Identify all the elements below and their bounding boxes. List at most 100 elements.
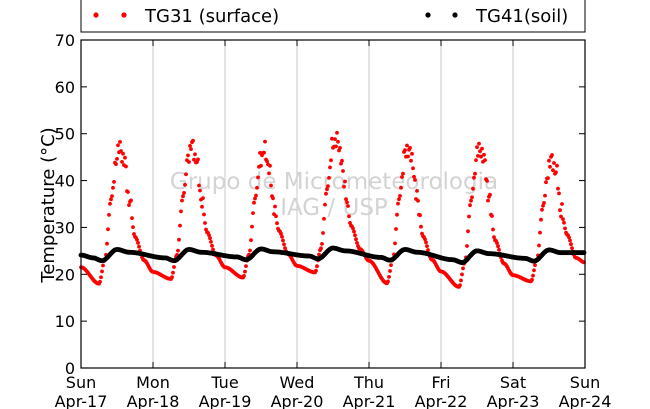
data-point: [551, 168, 555, 173]
data-point: [353, 233, 357, 238]
data-point: [265, 159, 269, 164]
data-point: [172, 265, 176, 269]
data-point: [555, 163, 559, 168]
data-point: [177, 237, 181, 242]
plot-frame: [81, 40, 585, 368]
data-point: [184, 172, 188, 177]
data-point: [424, 240, 428, 245]
data-point: [342, 184, 346, 189]
data-point: [256, 175, 260, 180]
data-point: [471, 186, 475, 191]
data-point: [568, 238, 572, 243]
data-point: [406, 154, 410, 159]
x-tick-label-day: Sun: [570, 373, 600, 392]
data-point: [567, 235, 571, 240]
data-point: [470, 195, 474, 200]
y-axis-title: Temperature (°C): [38, 127, 59, 283]
data-point: [99, 275, 103, 280]
data-point: [550, 153, 554, 157]
data-point: [479, 154, 483, 159]
data-point: [317, 252, 321, 257]
data-point: [329, 158, 333, 163]
x-tick-label-date: Apr-24: [559, 392, 612, 409]
data-point: [413, 178, 417, 182]
x-tick-label-date: Apr-18: [127, 392, 180, 409]
data-point: [208, 236, 212, 241]
data-point: [415, 189, 419, 193]
x-tick-label-date: Apr-19: [199, 392, 252, 409]
data-point: [425, 244, 429, 249]
data-point: [136, 241, 140, 245]
data-point: [570, 246, 574, 251]
y-tick-label: 60: [55, 78, 75, 97]
data-point: [483, 158, 487, 163]
x-tick-label-date: Apr-21: [343, 392, 396, 409]
data-point: [352, 229, 356, 234]
data-point: [181, 194, 185, 199]
data-point: [399, 185, 403, 190]
data-point: [283, 246, 287, 251]
data-point: [330, 136, 334, 141]
x-tick-label-day: Sun: [66, 373, 96, 392]
data-point: [250, 224, 254, 229]
data-point: [105, 241, 109, 246]
data-point: [563, 226, 567, 231]
x-tick-label-day: Thu: [353, 373, 384, 392]
data-point: [268, 163, 272, 168]
data-point: [547, 158, 551, 163]
data-point: [354, 237, 358, 242]
data-point: [280, 234, 284, 239]
data-point: [418, 213, 422, 218]
data-point: [559, 214, 563, 219]
data-point: [346, 204, 350, 208]
data-point: [478, 149, 482, 154]
legend-marker-soil-1: [425, 12, 431, 18]
y-tick-label: 50: [55, 125, 75, 144]
data-point: [556, 186, 560, 191]
data-point: [126, 190, 130, 194]
data-point: [183, 182, 187, 187]
x-tick-label-day: Sat: [500, 373, 526, 392]
x-tick-label-date: Apr-23: [487, 392, 540, 409]
data-point: [554, 170, 558, 175]
data-point: [201, 196, 205, 201]
data-point: [251, 211, 255, 216]
data-point: [543, 193, 547, 198]
data-point: [469, 198, 473, 203]
data-point: [187, 160, 191, 164]
data-point: [410, 151, 414, 156]
data-point: [401, 171, 405, 176]
data-point: [179, 209, 183, 214]
data-point: [496, 244, 500, 249]
data-point: [248, 248, 252, 253]
data-point: [274, 214, 278, 219]
x-tick-label-day: Wed: [280, 373, 315, 392]
data-point: [472, 175, 476, 180]
data-point: [492, 235, 496, 240]
data-point: [386, 279, 390, 284]
data-point: [561, 217, 565, 222]
data-point: [191, 138, 195, 143]
data-point: [100, 269, 104, 274]
data-point: [398, 194, 402, 198]
data-point: [476, 154, 480, 158]
data-point: [176, 248, 180, 253]
x-tick-label-date: Apr-22: [415, 392, 468, 409]
data-point: [396, 201, 400, 206]
data-point: [114, 162, 118, 167]
data-point: [200, 204, 204, 209]
data-point: [340, 158, 344, 163]
data-point: [338, 146, 342, 150]
data-point: [541, 203, 545, 208]
y-tick-label: 30: [55, 218, 75, 237]
data-point: [345, 200, 349, 205]
data-point: [562, 220, 566, 225]
data-point: [569, 242, 573, 247]
data-point: [326, 184, 330, 189]
data-point: [334, 144, 338, 149]
data-point: [542, 201, 546, 205]
data-point: [477, 141, 481, 146]
data-point: [130, 216, 134, 221]
data-point: [539, 217, 543, 222]
data-point: [341, 169, 345, 173]
